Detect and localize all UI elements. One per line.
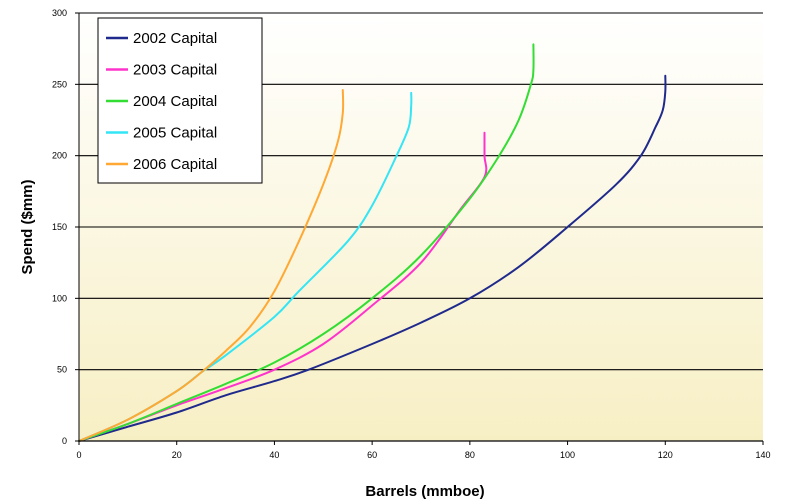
x-tick-label: 80 bbox=[465, 450, 475, 460]
legend-label-2003-capital: 2003 Capital bbox=[133, 62, 217, 79]
x-tick-label: 120 bbox=[658, 450, 673, 460]
y-tick-label: 150 bbox=[52, 222, 67, 232]
y-tick-label: 200 bbox=[52, 151, 67, 161]
x-tick-label: 140 bbox=[755, 450, 770, 460]
x-tick-label: 20 bbox=[172, 450, 182, 460]
y-tick-label: 0 bbox=[62, 436, 67, 446]
x-tick-labels: 0 20 40 60 80 100 120 140 bbox=[76, 441, 770, 460]
legend: 2002 Capital 2003 Capital 2004 Capital 2005… bbox=[98, 18, 262, 183]
y-tick-label: 300 bbox=[52, 8, 67, 18]
y-axis-title: Spend ($mm) bbox=[19, 179, 36, 274]
y-tick-label: 50 bbox=[57, 365, 67, 375]
x-tick-label: 60 bbox=[367, 450, 377, 460]
x-tick-label: 100 bbox=[560, 450, 575, 460]
legend-label-2002-capital: 2002 Capital bbox=[133, 30, 217, 47]
y-tick-label: 250 bbox=[52, 79, 67, 89]
x-tick-label: 40 bbox=[269, 450, 279, 460]
y-tick-labels: 0 50 100 150 200 250 300 bbox=[52, 8, 79, 446]
y-tick-label: 100 bbox=[52, 293, 67, 303]
legend-label-2005-capital: 2005 Capital bbox=[133, 125, 217, 142]
legend-label-2006-capital: 2006 Capital bbox=[133, 156, 217, 173]
x-axis-title: Barrels (mmboe) bbox=[365, 483, 484, 500]
x-tick-label: 0 bbox=[76, 450, 81, 460]
legend-label-2004-capital: 2004 Capital bbox=[133, 93, 217, 110]
